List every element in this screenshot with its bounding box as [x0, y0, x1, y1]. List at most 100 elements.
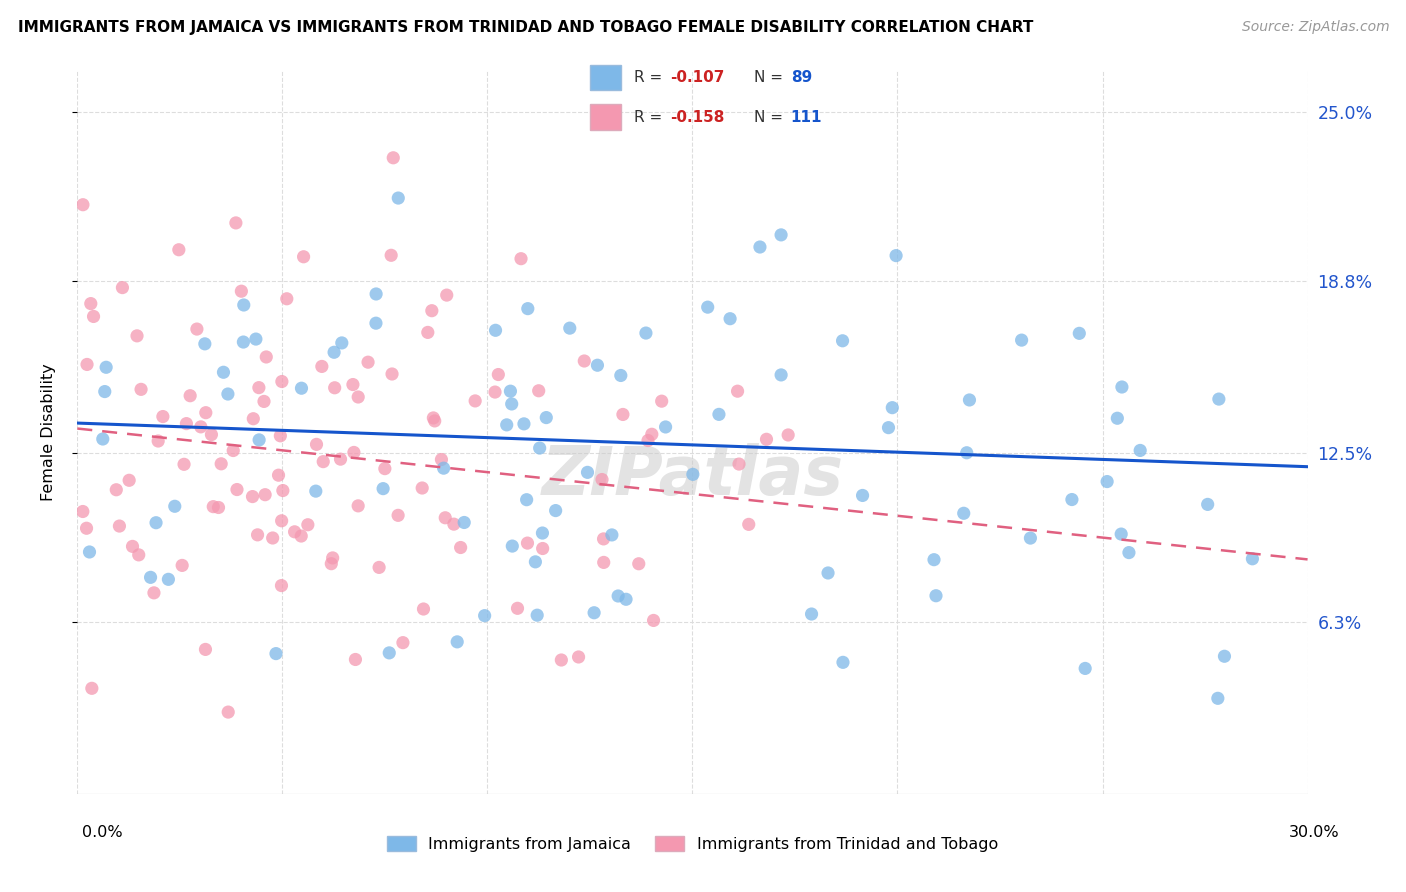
Point	[817, 566, 839, 580]
Text: IMMIGRANTS FROM JAMAICA VS IMMIGRANTS FROM TRINIDAD AND TOBAGO FEMALE DISABILITY: IMMIGRANTS FROM JAMAICA VS IMMIGRANTS FR…	[18, 20, 1033, 35]
Point	[882, 401, 904, 415]
Point	[380, 248, 402, 262]
Point	[312, 455, 335, 469]
Point	[877, 420, 900, 434]
Text: R =: R =	[634, 110, 668, 125]
Point	[254, 350, 277, 364]
Point	[651, 394, 673, 409]
Text: -0.107: -0.107	[671, 70, 725, 85]
Point	[173, 458, 195, 472]
Point	[194, 642, 217, 657]
Point	[550, 653, 572, 667]
Point	[412, 602, 434, 616]
Text: N =: N =	[755, 70, 789, 85]
Point	[72, 504, 94, 518]
Point	[952, 506, 974, 520]
Point	[1129, 443, 1152, 458]
Point	[176, 417, 198, 431]
Point	[1241, 551, 1264, 566]
Point	[222, 443, 245, 458]
Point	[387, 191, 409, 205]
Point	[80, 681, 103, 696]
Point	[152, 409, 174, 424]
Y-axis label: Female Disability: Female Disability	[42, 364, 56, 501]
FancyBboxPatch shape	[591, 104, 621, 130]
Point	[728, 457, 751, 471]
Point	[76, 358, 98, 372]
Point	[125, 329, 148, 343]
Point	[654, 420, 676, 434]
Point	[121, 540, 143, 554]
Text: 89: 89	[790, 70, 811, 85]
Point	[139, 570, 162, 584]
Point	[105, 483, 128, 497]
Point	[749, 240, 772, 254]
Point	[433, 461, 456, 475]
Point	[94, 360, 117, 375]
Point	[366, 287, 388, 301]
Point	[231, 284, 253, 298]
Text: 30.0%: 30.0%	[1289, 825, 1340, 840]
Point	[368, 560, 391, 574]
Point	[145, 516, 167, 530]
Point	[381, 367, 404, 381]
Point	[637, 434, 659, 448]
Point	[267, 468, 290, 483]
Point	[513, 417, 536, 431]
Point	[567, 650, 589, 665]
Point	[499, 384, 522, 399]
Point	[290, 381, 312, 395]
Point	[329, 452, 352, 467]
Point	[592, 556, 614, 570]
Point	[172, 558, 194, 573]
Point	[323, 381, 346, 395]
Point	[1213, 649, 1236, 664]
Point	[851, 488, 873, 502]
Point	[576, 466, 599, 480]
Point	[516, 301, 538, 316]
Point	[322, 550, 344, 565]
Point	[72, 197, 94, 211]
Point	[612, 408, 634, 422]
Point	[591, 473, 613, 487]
Point	[128, 548, 150, 562]
Point	[614, 592, 637, 607]
Point	[443, 517, 465, 532]
Text: ZIPatlas: ZIPatlas	[541, 443, 844, 509]
Point	[330, 335, 353, 350]
Point	[242, 490, 264, 504]
Point	[831, 334, 853, 348]
Point	[347, 499, 370, 513]
Point	[292, 250, 315, 264]
Point	[634, 326, 657, 340]
Point	[207, 500, 229, 515]
Point	[321, 557, 343, 571]
Point	[382, 151, 405, 165]
Point	[1118, 545, 1140, 559]
Point	[1206, 691, 1229, 706]
Point	[254, 488, 277, 502]
Point	[269, 429, 291, 443]
Text: Source: ZipAtlas.com: Source: ZipAtlas.com	[1241, 20, 1389, 34]
Point	[416, 326, 439, 340]
Point	[94, 384, 117, 399]
Point	[276, 292, 298, 306]
Point	[232, 334, 254, 349]
Point	[262, 531, 284, 545]
Point	[186, 322, 208, 336]
Point	[200, 427, 222, 442]
Point	[436, 288, 458, 302]
Point	[531, 526, 554, 541]
Point	[1111, 380, 1133, 394]
Text: -0.158: -0.158	[671, 110, 725, 125]
Point	[1107, 411, 1129, 425]
Point	[450, 541, 472, 555]
Point	[167, 243, 190, 257]
Point	[83, 310, 105, 324]
Point	[271, 483, 294, 498]
Point	[495, 417, 517, 432]
Point	[516, 536, 538, 550]
Point	[387, 508, 409, 523]
Point	[544, 503, 567, 517]
Point	[446, 635, 468, 649]
